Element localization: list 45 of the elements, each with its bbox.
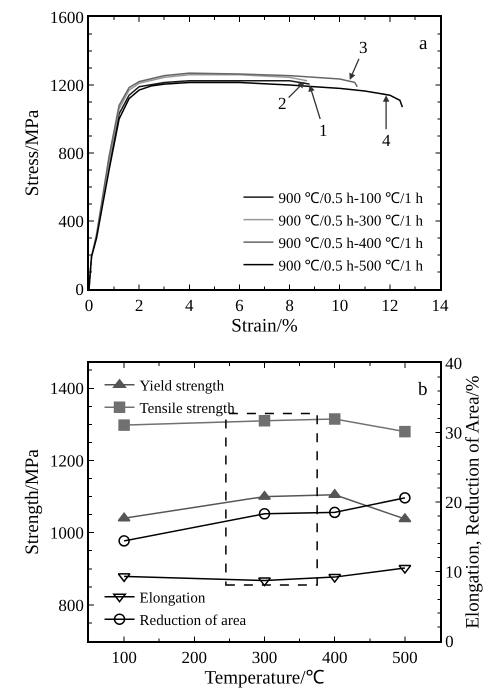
legend-label: Reduction of area	[140, 613, 246, 630]
legend-label: Yield strength	[140, 378, 225, 395]
x-tick-label: 500	[392, 648, 418, 668]
y-tick-label: 1400	[50, 379, 84, 398]
x-tick-label: 10	[331, 296, 348, 316]
y-tick-label: 0	[75, 280, 84, 299]
legend-label: 900 ℃/0.5 h-400 ℃/1 h	[278, 236, 424, 252]
y-tick-label: 1200	[50, 76, 84, 95]
x-tick-label: 14	[432, 296, 449, 316]
x-axis-title: Temperature/℃	[204, 667, 325, 688]
x-tick-label: 300	[252, 648, 278, 668]
x-tick-label: 200	[182, 648, 208, 668]
y-tick-label: 400	[58, 212, 84, 231]
x-tick-label: 100	[111, 648, 137, 668]
annotation: b	[418, 379, 428, 400]
y-tick-label: 1000	[50, 524, 84, 543]
x-tick-label: 400	[322, 648, 348, 668]
annotation: a	[419, 33, 428, 54]
y-tick-label: 1200	[50, 451, 84, 470]
x-tick-label: 4	[185, 296, 194, 316]
y2-tick-label: 30	[445, 423, 462, 442]
y2-tick-label: 0	[445, 632, 454, 651]
legend-label: 900 ℃/0.5 h-100 ℃/1 h	[278, 190, 424, 207]
y-tick-label: 800	[58, 596, 84, 615]
legend-label: Tensile strength	[140, 401, 236, 418]
annotation: 4	[382, 131, 391, 150]
annotation: 1	[319, 121, 328, 140]
x-tick-label: 12	[381, 296, 398, 316]
y-axis-title: Strength/MPa	[22, 448, 44, 555]
legend-label: 900 ℃/0.5 h-300 ℃/1 h	[278, 213, 424, 230]
legend-label: Elongation	[140, 590, 206, 607]
y2-tick-label: 10	[445, 562, 462, 582]
x-axis-title: Strain/%	[231, 315, 298, 336]
y2-tick-label: 40	[445, 354, 462, 373]
y-tick-label: 1600	[50, 8, 84, 27]
x-tick-label: 8	[285, 296, 294, 316]
y2-tick-label: 20	[445, 492, 462, 512]
legend-label: 900 ℃/0.5 h-500 ℃/1 h	[278, 258, 424, 274]
x-tick-label: 2	[134, 296, 144, 316]
annotation: 2	[278, 94, 286, 113]
y2-axis-title: Elongation, Reduction of Area/%	[462, 375, 484, 629]
y-tick-label: 800	[58, 144, 84, 163]
y-axis-title: Stress/MPa	[22, 109, 44, 196]
annotation: 3	[359, 38, 368, 57]
x-tick-label: 6	[235, 296, 244, 316]
